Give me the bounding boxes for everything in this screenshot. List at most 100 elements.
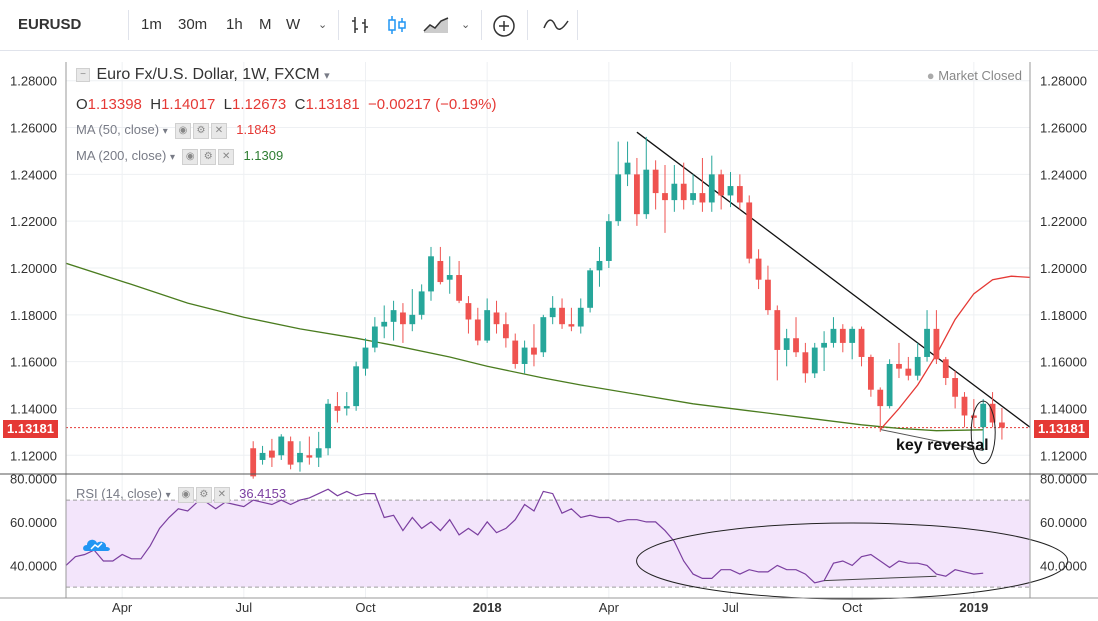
market-status-text: Market Closed (938, 68, 1022, 83)
eye-icon[interactable]: ◉ (177, 486, 194, 503)
candle-body (343, 406, 350, 409)
eye-icon[interactable]: ◉ (174, 122, 191, 139)
candle (999, 407, 1005, 440)
candle-body (428, 256, 434, 292)
candle (531, 324, 537, 367)
candle (699, 157, 706, 212)
timeframe-1h-button[interactable]: 1h (226, 16, 243, 33)
price-tick-label-right: 1.18000 (1040, 308, 1087, 323)
ma50-value: 1.1843 (236, 122, 276, 137)
chevron-down-icon[interactable]: ▾ (169, 152, 175, 163)
timeframe-1m-button[interactable]: 1m (141, 16, 162, 33)
candle-body (690, 193, 696, 201)
area-chart-icon[interactable] (422, 15, 450, 35)
candle (559, 298, 565, 329)
close-value: 1.13181 (305, 96, 360, 113)
rsi-legend[interactable]: RSI (14, close) ▾ ◉ ⚙ ✕ 36.4153 (76, 486, 286, 503)
candle-body (783, 338, 790, 350)
ma200-legend[interactable]: MA (200, close) ▾ ◉ ⚙ ✕ 1.1309 (76, 148, 283, 165)
cloud-logo-icon[interactable] (82, 534, 112, 556)
candle-body (521, 347, 528, 364)
candle (774, 305, 781, 381)
candle (353, 361, 360, 411)
candle (428, 246, 434, 301)
candle (400, 303, 406, 343)
candle (886, 359, 893, 409)
candle-body (980, 403, 987, 428)
chevron-down-icon[interactable]: ⌄ (461, 19, 471, 31)
ma200-value: 1.1309 (243, 148, 284, 163)
resistance-trendline (636, 131, 1030, 428)
rsi-value: 36.4153 (239, 486, 287, 501)
candle (802, 342, 809, 383)
candles-chart-icon[interactable] (386, 14, 408, 36)
price-tick-label-left: 1.26000 (10, 121, 57, 136)
candle (896, 342, 902, 379)
candle (381, 305, 388, 339)
close-icon[interactable]: ✕ (213, 486, 230, 503)
rsi-line (65, 488, 984, 584)
high-value: 1.14017 (161, 96, 216, 113)
candle-body (858, 328, 865, 357)
close-icon[interactable]: ✕ (210, 122, 227, 139)
timeframe-30m-button[interactable]: 30m (178, 16, 208, 33)
last-price-label-left: 1.13181 (3, 420, 58, 438)
candle (297, 441, 303, 472)
price-tick-label-left: 1.16000 (10, 355, 57, 370)
gear-icon[interactable]: ⚙ (195, 486, 212, 503)
toolbar-divider (338, 10, 339, 40)
gear-icon[interactable]: ⚙ (192, 122, 209, 139)
candle-body (371, 326, 378, 348)
candle (830, 317, 837, 348)
price-tick-label-left: 1.12000 (10, 448, 57, 463)
candle (437, 246, 444, 285)
chevron-down-icon[interactable]: ⌄ (318, 19, 328, 31)
chart-canvas[interactable]: Apr Jul Oct 2018 Apr Jul Oct 2019 1.28000 1.28000… (0, 50, 1098, 621)
candle (409, 289, 416, 332)
candle (334, 392, 341, 423)
candle-body (896, 363, 902, 369)
candle-body (577, 307, 584, 327)
collapse-legend-icon[interactable]: − (76, 67, 90, 82)
legend-title: Euro Fx/U.S. Dollar, 1W, FXCM (96, 66, 320, 83)
candle (343, 392, 350, 416)
timeframe-M-button[interactable]: M (259, 16, 272, 33)
candle-body (381, 321, 388, 327)
candle (980, 399, 987, 451)
candle (540, 314, 547, 357)
close-icon[interactable]: ✕ (218, 148, 235, 165)
candle (362, 338, 369, 376)
time-tick-label: Oct (355, 600, 376, 615)
gear-icon[interactable]: ⚙ (200, 148, 217, 165)
candle (634, 157, 640, 226)
rsi-tick-label-right: 60.0000 (1040, 515, 1087, 530)
candle (577, 298, 584, 334)
candle (502, 312, 509, 348)
chevron-down-icon[interactable]: ▾ (324, 70, 330, 82)
candle-body (390, 310, 397, 322)
candle (269, 438, 275, 467)
eye-icon[interactable]: ◉ (182, 148, 199, 165)
candle (680, 162, 687, 210)
time-tick-label: Jul (236, 600, 253, 615)
timeframe-W-button[interactable]: W (286, 16, 301, 33)
symbol-search-button[interactable]: EURUSD (18, 16, 82, 33)
toolbar: EURUSD 1m 30m 1h M W ⌄ ⌄ (0, 0, 1098, 51)
compare-add-icon[interactable] (492, 14, 516, 38)
price-tick-label-left: 1.20000 (10, 261, 57, 276)
candle (942, 356, 949, 386)
high-label: H (150, 96, 162, 113)
candle (821, 331, 827, 371)
chevron-down-icon[interactable]: ▾ (165, 490, 171, 501)
change-value: −0.00217 (−0.19%) (368, 96, 497, 113)
price-tick-label-left: 1.22000 (10, 214, 57, 229)
chart-lines (65, 131, 1069, 600)
indicators-icon[interactable] (542, 16, 570, 34)
candle-body (315, 448, 322, 458)
candle-body (596, 260, 603, 271)
bars-chart-icon[interactable] (350, 15, 372, 35)
time-tick-label: Apr (599, 600, 620, 615)
candle-body (502, 324, 509, 339)
ma50-legend[interactable]: MA (50, close) ▾ ◉ ⚙ ✕ 1.1843 (76, 122, 276, 139)
chevron-down-icon[interactable]: ▾ (162, 126, 168, 137)
